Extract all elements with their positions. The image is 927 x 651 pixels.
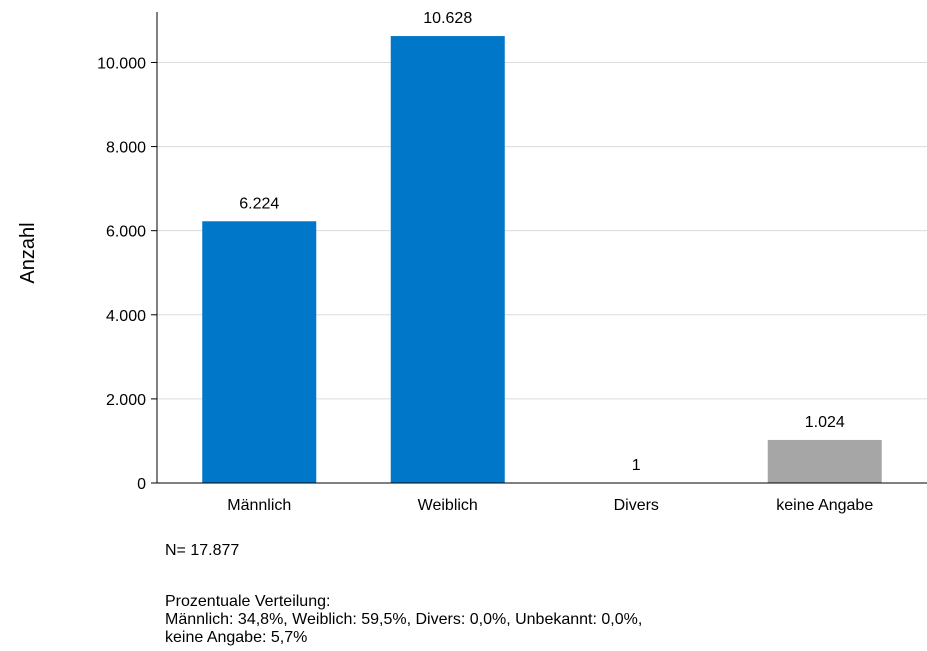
sample-size-note: N= 17.877 <box>165 542 240 559</box>
labels: 0 2.000 4.000 6.000 8.000 10.000 6.224 Männlich… <box>97 10 873 514</box>
bar <box>767 439 882 483</box>
x-tick-label: Männlich <box>227 497 291 514</box>
percent-distribution-note: Prozentuale Verteilung: Männlich: 34,8%,… <box>165 593 642 647</box>
y-tick-label: 6.000 <box>106 224 146 241</box>
x-tick-label: keine Angabe <box>776 497 873 514</box>
y-tick-label: 4.000 <box>106 308 146 325</box>
percent-distribution-title: Prozentuale Verteilung: <box>165 593 331 610</box>
bars <box>202 36 882 484</box>
y-tick-label: 0 <box>137 476 146 493</box>
y-tick-label: 10.000 <box>97 55 146 72</box>
y-tick-label: 2.000 <box>106 392 146 409</box>
x-tick-label: Weiblich <box>418 497 478 514</box>
percent-distribution-line-2: keine Angabe: 5,7% <box>165 629 308 646</box>
x-tick-label: Divers <box>614 497 659 514</box>
y-tick-label: 8.000 <box>106 140 146 157</box>
bar-value-label: 1.024 <box>805 414 845 431</box>
bar <box>390 36 505 484</box>
y-axis-title: Anzahl <box>17 222 39 283</box>
axes <box>151 12 927 484</box>
bar-value-label: 1 <box>632 457 641 474</box>
bar <box>202 221 317 483</box>
bar-value-label: 6.224 <box>239 195 279 212</box>
percent-distribution-line-1: Männlich: 34,8%, Weiblich: 59,5%, Divers… <box>165 611 643 628</box>
bar-value-label: 10.628 <box>423 10 472 27</box>
